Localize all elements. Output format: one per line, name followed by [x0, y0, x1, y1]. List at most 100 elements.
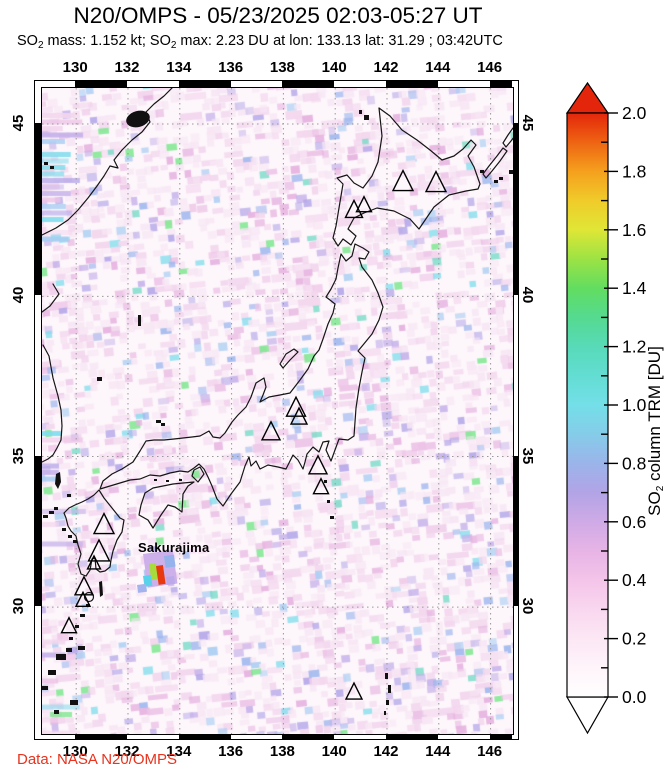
volcano-triangle-icon [355, 195, 373, 213]
island-mark [69, 637, 73, 640]
coastline-honshu [99, 243, 384, 507]
volcano-triangle-icon [424, 170, 448, 193]
colorbar-under-range-triangle [565, 696, 610, 735]
island-mark [73, 540, 77, 543]
island-mark [161, 423, 165, 426]
colorbar-over-range-triangle [565, 81, 610, 114]
lat-tick-label: 40 [10, 287, 27, 304]
coastline-yakushima-island [83, 591, 95, 603]
subtitle-subscript: 2 [37, 40, 44, 51]
island-mark [330, 516, 334, 519]
island-mark [154, 479, 157, 481]
island-mark [68, 535, 72, 538]
island-mark [324, 480, 327, 483]
island-mark [386, 700, 389, 705]
coastline-kunashir-island [482, 147, 508, 179]
subtitle-text: SO [17, 33, 38, 49]
colorbar-tick-label: 1.8 [622, 161, 646, 181]
lon-tick-label: 130 [62, 59, 88, 76]
island-tsushima [55, 472, 61, 489]
island-mark [156, 420, 161, 423]
colorbar-title-text: column TRM [DU] [645, 346, 664, 486]
island-mark [48, 670, 56, 675]
island-mark [70, 700, 78, 705]
lon-tick-label: 136 [218, 743, 244, 760]
lon-tick-label: 142 [373, 59, 399, 76]
island-marks [42, 110, 513, 715]
lon-tick-label: 136 [218, 59, 244, 76]
colorbar-tick-label: 1.4 [622, 278, 647, 298]
colorbar-title: SO2 column TRM [DU] [645, 291, 665, 571]
island-mark [138, 315, 141, 326]
volcano-triangle-icon [92, 512, 116, 535]
coastline-iturup-island [502, 127, 513, 148]
coastline-awaji-island [191, 466, 205, 483]
island-mark [494, 180, 498, 183]
coastline-korea-north [42, 283, 60, 313]
so2-plume-pixels [137, 549, 178, 593]
so2-data-mosaic [42, 88, 513, 734]
island-mark [80, 614, 85, 617]
colorbar-tick-labels: 0.0 0.2 0.4 0.6 0.8 1.0 1.2 1.4 1.6 1.8 2.0 [622, 103, 647, 707]
island-mark [66, 648, 72, 652]
lat-tick-label: 45 [10, 114, 27, 132]
island-mark [54, 507, 58, 510]
colorbar-tick-label: 0.4 [622, 570, 647, 590]
lon-tick-label: 144 [425, 59, 451, 76]
island-mark [166, 480, 169, 482]
so2-plume-cell [156, 565, 166, 585]
so2-plume-cell [137, 583, 148, 593]
lon-tick-label: 132 [114, 743, 140, 760]
island-mark [86, 604, 90, 607]
frame-stripe [35, 123, 41, 296]
frame-stripe [282, 733, 335, 739]
colorbar-tick-label: 0.2 [622, 629, 646, 649]
lon-tick-label: 138 [269, 59, 295, 76]
coastline-russia [42, 88, 173, 236]
colorbar-tick-label: 1.6 [622, 220, 646, 240]
lat-tick-label: 35 [519, 447, 536, 464]
island-mark [480, 170, 484, 173]
frame-stripe [178, 733, 231, 739]
volcano-triangle-markers [60, 169, 448, 700]
so2-plume-cell [166, 575, 176, 585]
lon-tick-label: 140 [321, 59, 347, 76]
so2-plume-cell [163, 554, 176, 568]
colorbar-tick-label: 0.0 [622, 687, 647, 707]
data-source-credit: Data: NASA N20/OMPS [17, 751, 178, 768]
lon-tick-label: 134 [166, 59, 192, 76]
subtitle-text: max: 2.23 DU at lon: 133.13 lat: 31.29 ;… [176, 33, 503, 49]
volcano-triangle-icon [74, 590, 92, 608]
so2-plume-cell [149, 563, 159, 580]
frame-stripe [75, 81, 127, 87]
volcano-triangle-icon [344, 681, 364, 700]
colorbar-tick-label: 1.2 [622, 337, 646, 357]
map-overlay [42, 88, 513, 734]
colorbar-title-text: SO [645, 491, 664, 516]
volcano-triangle-icon [312, 477, 330, 495]
lat-tick-label: 30 [10, 597, 27, 615]
coastline-kyushu [63, 489, 125, 577]
frame-stripe [35, 455, 41, 607]
lon-tick-label: 132 [114, 59, 140, 76]
frame-stripe [489, 733, 512, 739]
lake-khanka [126, 110, 150, 128]
island-mark [54, 710, 59, 714]
volcano-triangle-icon [87, 538, 111, 562]
frame-stripe [75, 733, 127, 739]
lat-tick-label: 40 [519, 287, 536, 304]
volcano-triangle-icon [260, 420, 282, 441]
island-mark [50, 166, 54, 169]
volcano-triangle-icon [60, 616, 78, 634]
coastline-hokkaido [332, 107, 481, 247]
lon-tick-label: 134 [166, 743, 192, 760]
island-mark [44, 162, 48, 165]
colorbar-ticks [601, 112, 618, 698]
volcano-triangle-icon [86, 554, 102, 570]
graticule-gridlines [42, 88, 513, 734]
island-mark [75, 625, 79, 628]
volcano-triangle-icon [285, 395, 307, 417]
island-tanegashima [99, 581, 103, 597]
island-mark [385, 673, 388, 679]
